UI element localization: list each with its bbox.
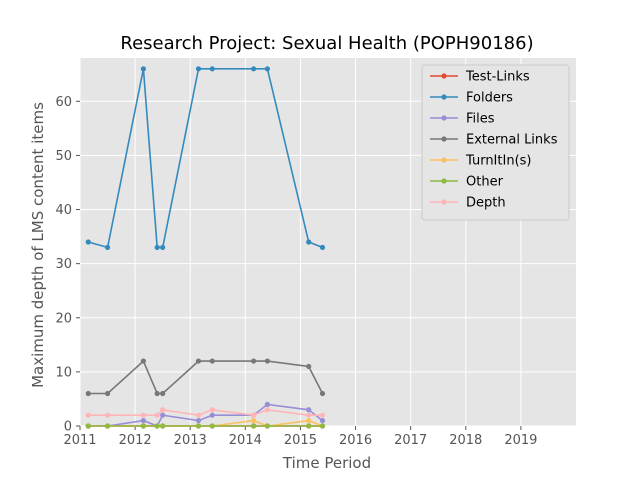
x-tick-label: 2012 xyxy=(119,433,152,448)
data-point xyxy=(306,412,312,418)
data-point xyxy=(251,412,257,418)
legend-swatch-marker xyxy=(441,157,447,163)
legend-swatch-marker xyxy=(441,73,447,79)
data-point xyxy=(264,66,270,72)
data-point xyxy=(140,417,146,424)
legend-entry-label: Depth xyxy=(466,196,506,211)
data-point xyxy=(264,407,270,413)
series-depth xyxy=(85,407,326,418)
data-point xyxy=(264,401,270,407)
x-axis-ticks: 2011 2012 2013 2014 2015 2016 2017 2018 2019 xyxy=(63,426,537,448)
legend-swatch-marker xyxy=(441,136,447,142)
data-point xyxy=(209,423,215,429)
data-point xyxy=(140,358,146,364)
data-point xyxy=(154,412,160,418)
legend-swatch-marker xyxy=(441,94,447,100)
data-point xyxy=(140,66,146,72)
series-external-links xyxy=(85,358,326,397)
data-point xyxy=(251,66,257,72)
legend-entry-label: Folders xyxy=(466,91,513,106)
chart-title: Research Project: Sexual Health (POPH901… xyxy=(120,33,533,54)
legend-entry-label: Files xyxy=(466,112,495,127)
data-point xyxy=(104,390,111,397)
data-point xyxy=(306,407,312,413)
y-axis-ticks: 0 10 20 30 40 50 60 xyxy=(55,95,80,435)
data-point xyxy=(104,423,111,429)
legend-swatch-marker xyxy=(441,115,447,121)
y-tick-label: 60 xyxy=(55,95,72,110)
data-point xyxy=(264,358,270,364)
data-point xyxy=(319,412,326,418)
legend-entry-label: Other xyxy=(466,175,504,190)
y-tick-label: 0 xyxy=(64,420,72,435)
x-tick-label: 2016 xyxy=(339,433,372,448)
y-axis-label: Maximum depth of LMS content items xyxy=(29,102,47,388)
y-tick-label: 10 xyxy=(55,365,72,380)
data-point xyxy=(319,244,326,251)
data-point xyxy=(195,66,202,72)
x-tick-label: 2014 xyxy=(229,433,262,448)
data-point xyxy=(140,412,146,418)
data-point xyxy=(160,244,166,251)
x-tick-label: 2018 xyxy=(449,433,482,448)
data-point xyxy=(209,412,215,418)
legend: Test-Links Folders Files External Links Turn… xyxy=(421,64,570,221)
data-point xyxy=(195,417,202,424)
data-point xyxy=(195,358,202,364)
y-tick-label: 50 xyxy=(55,149,72,164)
x-axis-label: Time Period xyxy=(282,454,371,472)
series-other xyxy=(85,423,326,429)
legend-swatch-marker xyxy=(441,178,447,184)
data-point xyxy=(209,407,215,413)
data-point xyxy=(195,423,202,429)
data-point xyxy=(306,239,312,245)
data-point xyxy=(251,417,257,424)
legend-box xyxy=(421,64,570,221)
data-point xyxy=(209,358,215,364)
data-point xyxy=(319,417,326,424)
data-point xyxy=(306,423,312,429)
data-point xyxy=(319,423,326,429)
data-point xyxy=(306,363,312,370)
data-point xyxy=(160,412,166,418)
data-point xyxy=(160,390,166,397)
y-tick-label: 40 xyxy=(55,203,72,218)
series-layer xyxy=(85,66,326,429)
y-tick-label: 20 xyxy=(55,311,72,326)
y-tick-label: 30 xyxy=(55,257,72,272)
data-point xyxy=(154,423,160,429)
legend-swatch-marker xyxy=(441,199,447,205)
data-point xyxy=(140,423,146,429)
data-point xyxy=(319,390,326,397)
x-tick-label: 2019 xyxy=(504,433,537,448)
data-point xyxy=(154,390,160,397)
data-point xyxy=(154,244,160,251)
legend-entry-label: Test-Links xyxy=(465,70,530,85)
x-tick-label: 2015 xyxy=(284,433,317,448)
data-point xyxy=(160,423,166,429)
x-tick-label: 2011 xyxy=(63,433,96,448)
legend-entry-label: External Links xyxy=(466,133,558,148)
data-point xyxy=(85,239,91,245)
data-point xyxy=(264,423,270,429)
data-point xyxy=(85,390,91,397)
data-point xyxy=(209,66,215,72)
data-point xyxy=(160,407,166,413)
series-folders xyxy=(85,66,326,251)
legend-entry-label: TurnItIn(s) xyxy=(465,154,531,169)
x-tick-label: 2013 xyxy=(174,433,207,448)
x-tick-label: 2017 xyxy=(394,433,427,448)
data-point xyxy=(306,417,312,424)
data-point xyxy=(104,412,111,418)
data-point xyxy=(195,412,202,418)
data-point xyxy=(104,244,111,251)
data-point xyxy=(251,358,257,364)
data-point xyxy=(85,423,91,429)
data-point xyxy=(85,412,91,418)
data-point xyxy=(251,423,257,429)
